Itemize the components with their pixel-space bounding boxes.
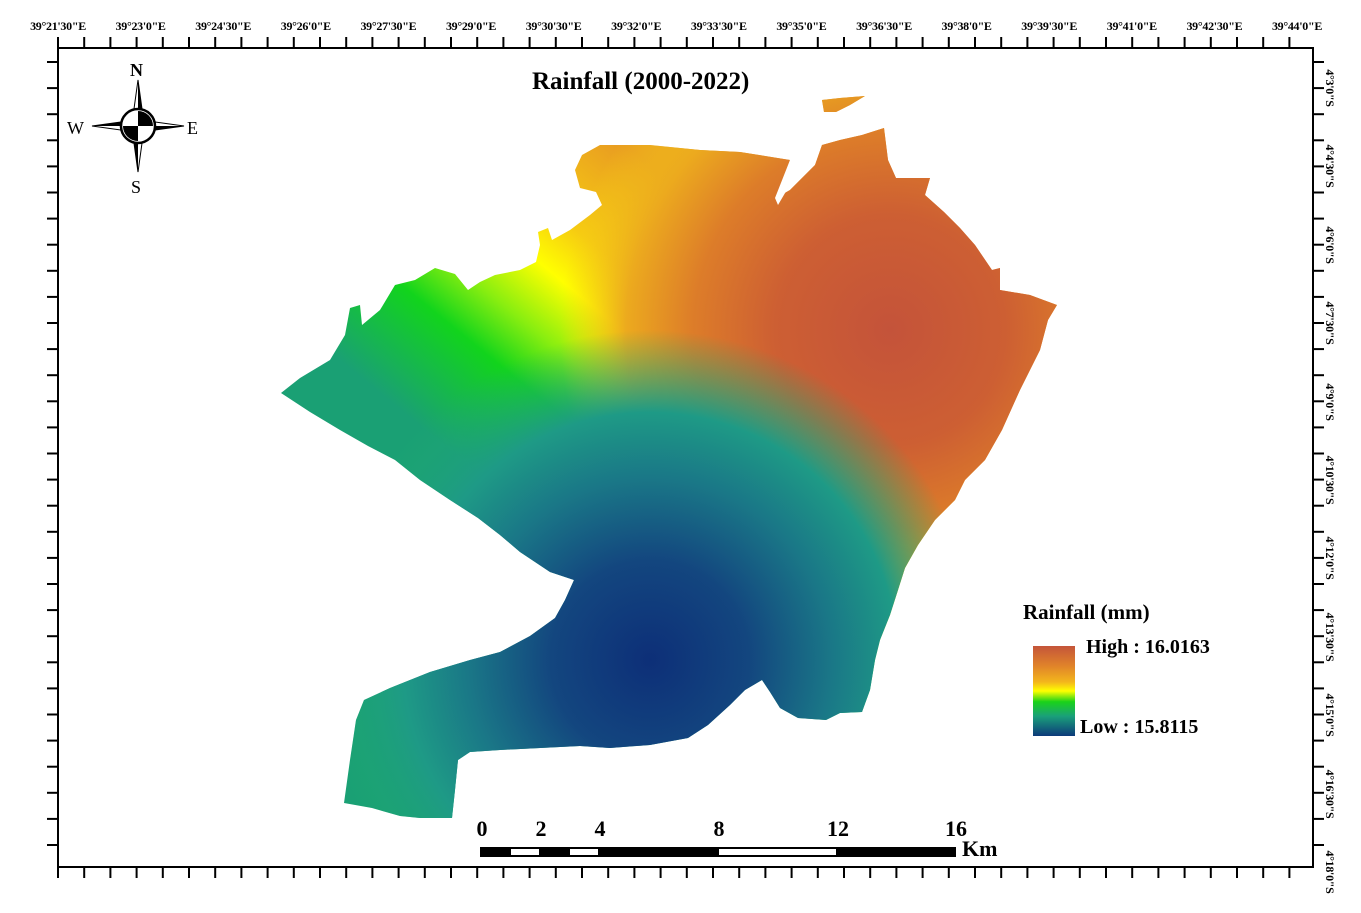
longitude-label: 39°41'0"E: [1106, 19, 1157, 33]
scale-tick-12: 12: [827, 816, 849, 841]
longitude-label: 39°23'0"E: [115, 19, 166, 33]
longitude-label: 39°39'30"E: [1021, 19, 1078, 33]
compass-e: E: [187, 118, 198, 138]
north-arrow-icon: [91, 79, 185, 173]
longitude-label: 39°33'30"E: [690, 19, 747, 33]
scale-unit: Km: [962, 836, 998, 861]
legend-high-label: High : 16.0163: [1086, 636, 1210, 658]
legend-title: Rainfall (mm): [1023, 600, 1150, 624]
compass-w: W: [67, 118, 84, 138]
longitude-label: 39°21'30"E: [30, 19, 86, 33]
longitude-label: 39°26'0"E: [280, 19, 331, 33]
longitude-label: 39°29'0"E: [445, 19, 497, 33]
longitude-label: 39°35'0"E: [776, 19, 827, 33]
compass-n: N: [130, 60, 143, 80]
longitude-label: 39°38'0"E: [941, 19, 992, 33]
compass-s: S: [131, 177, 142, 197]
longitude-label: 39°30'30"E: [525, 19, 582, 33]
longitude-label: 39°27'30"E: [360, 19, 417, 33]
scale-tick-0: 0: [476, 816, 488, 841]
map-title: Rainfall (2000-2022): [532, 68, 750, 95]
longitude-label: 39°42'30"E: [1186, 19, 1243, 33]
scale-tick-2: 2: [535, 816, 547, 841]
longitude-label: 39°36'30"E: [856, 19, 912, 33]
scale-bar: [480, 847, 956, 857]
scale-tick-8: 8: [713, 816, 725, 841]
longitude-label: 39°44'0"E: [1271, 19, 1323, 33]
longitude-label: 39°24'30"E: [195, 19, 252, 33]
map-frame: [57, 47, 1314, 868]
scale-tick-16: 16: [945, 816, 967, 841]
legend-color-ramp: [1033, 646, 1075, 736]
longitude-label: 39°32'0"E: [611, 19, 662, 33]
legend-low-label: Low : 15.8115: [1080, 716, 1199, 738]
scale-tick-4: 4: [594, 816, 606, 841]
